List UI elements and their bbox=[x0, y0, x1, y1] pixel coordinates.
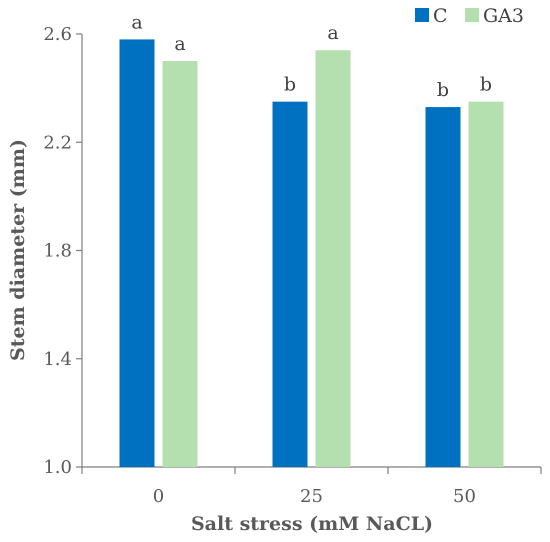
legend-swatch-ga3 bbox=[465, 8, 479, 22]
bar-ga3-0 bbox=[162, 61, 198, 467]
bar-ga3-50 bbox=[468, 101, 504, 467]
legend-label-c: C bbox=[433, 5, 448, 27]
bar-c-0 bbox=[119, 39, 155, 467]
x-tick-label: 25 bbox=[300, 486, 323, 507]
bar-c-50 bbox=[425, 107, 461, 467]
bar-ga3-25 bbox=[315, 50, 351, 468]
significance-label: a bbox=[131, 11, 142, 33]
x-tick-label: 50 bbox=[453, 486, 476, 507]
significance-label: a bbox=[174, 33, 185, 55]
significance-label: b bbox=[284, 74, 296, 96]
y-tick-label: 2.6 bbox=[43, 24, 72, 45]
y-tick-label: 2.2 bbox=[43, 132, 72, 153]
significance-label: b bbox=[480, 74, 492, 96]
y-tick-label: 1.4 bbox=[43, 349, 72, 370]
legend-label-ga3: GA3 bbox=[483, 5, 524, 27]
x-axis-title: Salt stress (mM NaCL) bbox=[191, 513, 433, 535]
y-tick-label: 1.8 bbox=[43, 241, 72, 262]
y-tick-label: 1.0 bbox=[43, 457, 72, 478]
significance-label: b bbox=[437, 79, 449, 101]
bar-c-25 bbox=[272, 101, 308, 467]
legend-swatch-c bbox=[415, 8, 429, 22]
x-tick-label: 0 bbox=[153, 486, 164, 507]
significance-label: a bbox=[327, 22, 338, 44]
y-axis-title: Stem diameter (mm) bbox=[7, 139, 29, 361]
